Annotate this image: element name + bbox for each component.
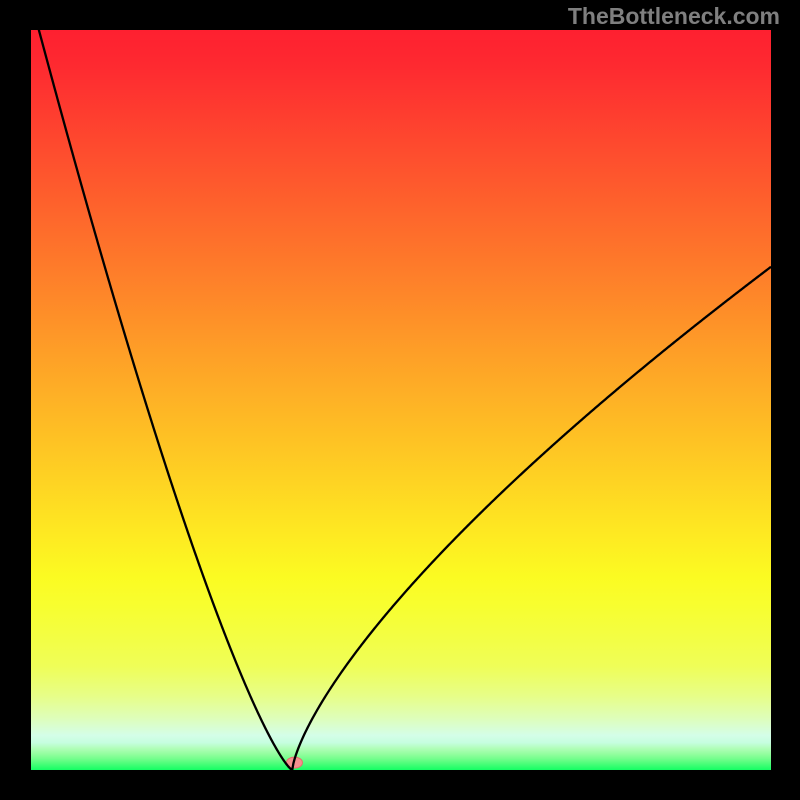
watermark-text: TheBottleneck.com — [568, 3, 780, 30]
gradient-background — [31, 30, 771, 770]
plot-area — [31, 30, 771, 770]
chart-frame: TheBottleneck.com — [0, 0, 800, 800]
